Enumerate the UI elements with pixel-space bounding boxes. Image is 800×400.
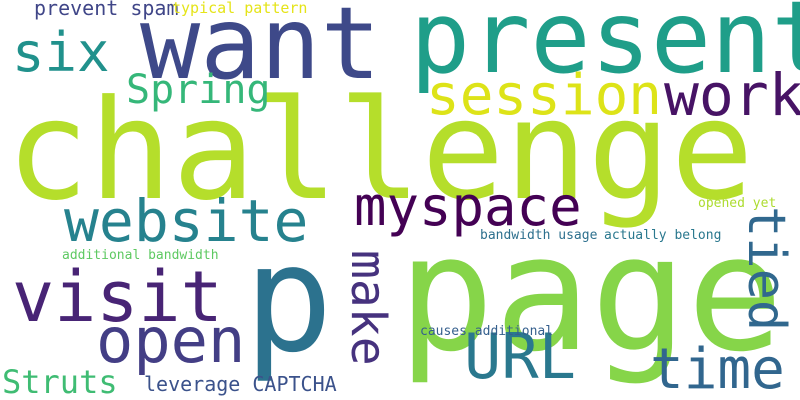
word-want: want: [140, 0, 381, 102]
word-prevent-spam: prevent spam: [34, 0, 179, 20]
word-struts: Struts: [2, 363, 118, 400]
word-make: make: [340, 250, 396, 366]
word-session: session: [426, 63, 663, 128]
word-visit: visit: [12, 256, 223, 338]
word-p: p: [244, 213, 334, 385]
word-causes-additional: causes additional: [420, 324, 554, 339]
word-work: work: [664, 61, 800, 129]
word-open: open: [96, 304, 246, 377]
word-tied: tied: [736, 206, 796, 332]
word-website: website: [64, 187, 309, 255]
word-additional-bandwidth: additional bandwidth: [62, 248, 219, 263]
word-opened-yet: opened yet: [698, 196, 777, 211]
word-present: present: [410, 0, 800, 96]
word-leverage-captcha: leverage CAPTCHA: [144, 372, 337, 396]
word-challenge: challenge: [6, 70, 754, 231]
word-typical-pattern: typical pattern: [172, 0, 308, 17]
word-time: time: [650, 337, 785, 400]
word-myspace: myspace: [354, 175, 582, 238]
word-six: six: [12, 21, 110, 84]
word-url: URL: [464, 320, 576, 393]
word-spring: Spring: [126, 67, 271, 113]
word-page: page: [398, 200, 784, 387]
word-bandwidth-usage: bandwidth usage: [480, 228, 598, 243]
word-actually-belong: actually belong: [604, 228, 722, 243]
